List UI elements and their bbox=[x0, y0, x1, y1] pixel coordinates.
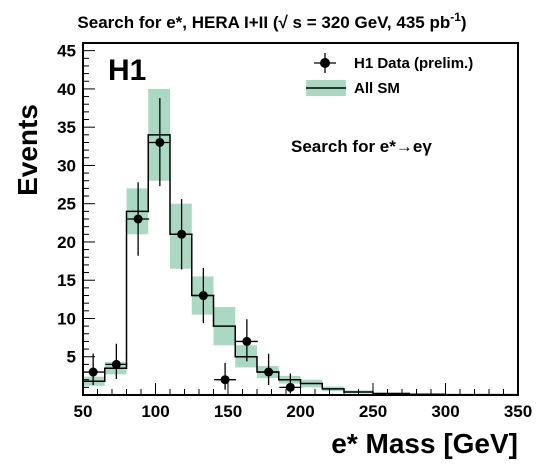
data-point bbox=[88, 367, 98, 377]
y-tick-label: 10 bbox=[57, 309, 76, 328]
x-tick-label: 100 bbox=[141, 402, 169, 421]
data-point bbox=[177, 229, 187, 239]
y-tick-label: 20 bbox=[57, 233, 76, 252]
sm-histogram-line bbox=[83, 134, 518, 396]
h1-logo: H1 bbox=[108, 54, 146, 87]
legend: H1 Data (prelim.) All SM bbox=[306, 53, 473, 97]
y-tick-label: 35 bbox=[57, 118, 76, 137]
y-tick-label: 15 bbox=[57, 271, 76, 290]
legend-sm-label: All SM bbox=[354, 80, 400, 97]
data-point bbox=[285, 382, 295, 392]
data-point bbox=[155, 137, 165, 147]
x-tick-label: 200 bbox=[286, 402, 314, 421]
sm-histogram-layer bbox=[83, 134, 518, 396]
x-tick-label: 350 bbox=[504, 402, 532, 421]
y-tick-label: 30 bbox=[57, 156, 76, 175]
title-main: Search for e*, HERA I+II ( bbox=[77, 13, 278, 32]
y-tick-label: 45 bbox=[57, 42, 76, 61]
axis-ticks-layer: 50 100 150 200 250 300 350 5 10 15 20 25 30 35 40 45 bbox=[57, 42, 532, 421]
data-point bbox=[242, 336, 252, 346]
y-axis-title: Events bbox=[12, 104, 43, 196]
data-point bbox=[198, 291, 208, 301]
legend-data-label: H1 Data (prelim.) bbox=[354, 55, 473, 72]
title-sqrt: √ bbox=[278, 13, 288, 32]
y-tick-label: 5 bbox=[67, 348, 76, 367]
title-superscript: -1 bbox=[450, 10, 461, 24]
data-point bbox=[220, 375, 230, 385]
title-mid: s = 320 GeV, 435 pb bbox=[288, 13, 450, 32]
x-tick-label: 250 bbox=[359, 402, 387, 421]
legend-data-marker bbox=[320, 58, 330, 68]
annotation: Search for e*→eγ bbox=[291, 137, 432, 156]
data-points-layer bbox=[82, 98, 302, 394]
x-tick-label: 50 bbox=[74, 402, 93, 421]
chart-title: Search for e*, HERA I+II (√ s = 320 GeV,… bbox=[77, 10, 466, 32]
y-tick-label: 40 bbox=[57, 80, 76, 99]
x-tick-label: 150 bbox=[214, 402, 242, 421]
x-axis-title: e* Mass [GeV] bbox=[331, 428, 518, 459]
title-end: ) bbox=[461, 13, 467, 32]
data-point bbox=[264, 367, 274, 377]
data-point bbox=[133, 214, 143, 224]
data-point bbox=[111, 359, 121, 369]
y-tick-label: 25 bbox=[57, 195, 76, 214]
x-tick-label: 300 bbox=[431, 402, 459, 421]
